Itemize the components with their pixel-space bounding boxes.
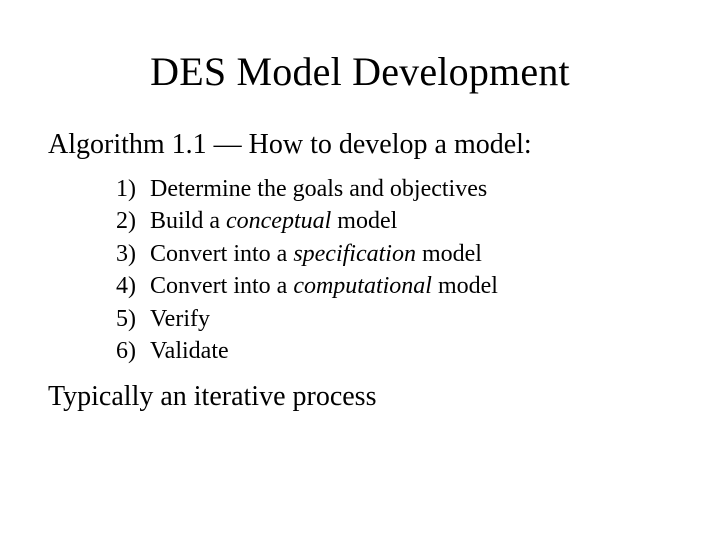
list-item-number: 4) <box>98 270 150 302</box>
list-item-text: Verify <box>150 303 672 335</box>
algorithm-heading: Algorithm 1.1 — How to develop a model: <box>48 129 672 161</box>
list-item-text: Convert into a specification model <box>150 238 672 270</box>
algorithm-step-list: 1) Determine the goals and objectives 2)… <box>48 173 672 367</box>
list-item: 2) Build a conceptual model <box>98 205 672 237</box>
list-item-emph: computational <box>293 273 432 299</box>
list-item-number: 3) <box>98 238 150 270</box>
slide: DES Model Development Algorithm 1.1 — Ho… <box>0 0 720 540</box>
list-item-prefix: Validate <box>150 338 229 364</box>
list-item-number: 6) <box>98 335 150 367</box>
list-item-text: Build a conceptual model <box>150 205 672 237</box>
list-item-text: Convert into a computational model <box>150 270 672 302</box>
list-item: 5) Verify <box>98 303 672 335</box>
list-item: 4) Convert into a computational model <box>98 270 672 302</box>
list-item-prefix: Convert into a <box>150 273 293 299</box>
list-item: 1) Determine the goals and objectives <box>98 173 672 205</box>
list-item-number: 2) <box>98 205 150 237</box>
list-item: 6) Validate <box>98 335 672 367</box>
list-item: 3) Convert into a specification model <box>98 238 672 270</box>
list-item-prefix: Build a <box>150 208 226 234</box>
list-item-emph: conceptual <box>226 208 331 234</box>
list-item-suffix: model <box>331 208 397 234</box>
list-item-emph: specification <box>293 241 416 267</box>
list-item-suffix: model <box>416 241 482 267</box>
closing-note: Typically an iterative process <box>48 381 672 413</box>
list-item-text: Determine the goals and objectives <box>150 173 672 205</box>
list-item-number: 5) <box>98 303 150 335</box>
list-item-number: 1) <box>98 173 150 205</box>
list-item-prefix: Verify <box>150 306 210 332</box>
list-item-suffix: model <box>432 273 498 299</box>
list-item-prefix: Convert into a <box>150 241 293 267</box>
list-item-prefix: Determine the goals and objectives <box>150 176 487 202</box>
list-item-text: Validate <box>150 335 672 367</box>
slide-title: DES Model Development <box>48 48 672 95</box>
